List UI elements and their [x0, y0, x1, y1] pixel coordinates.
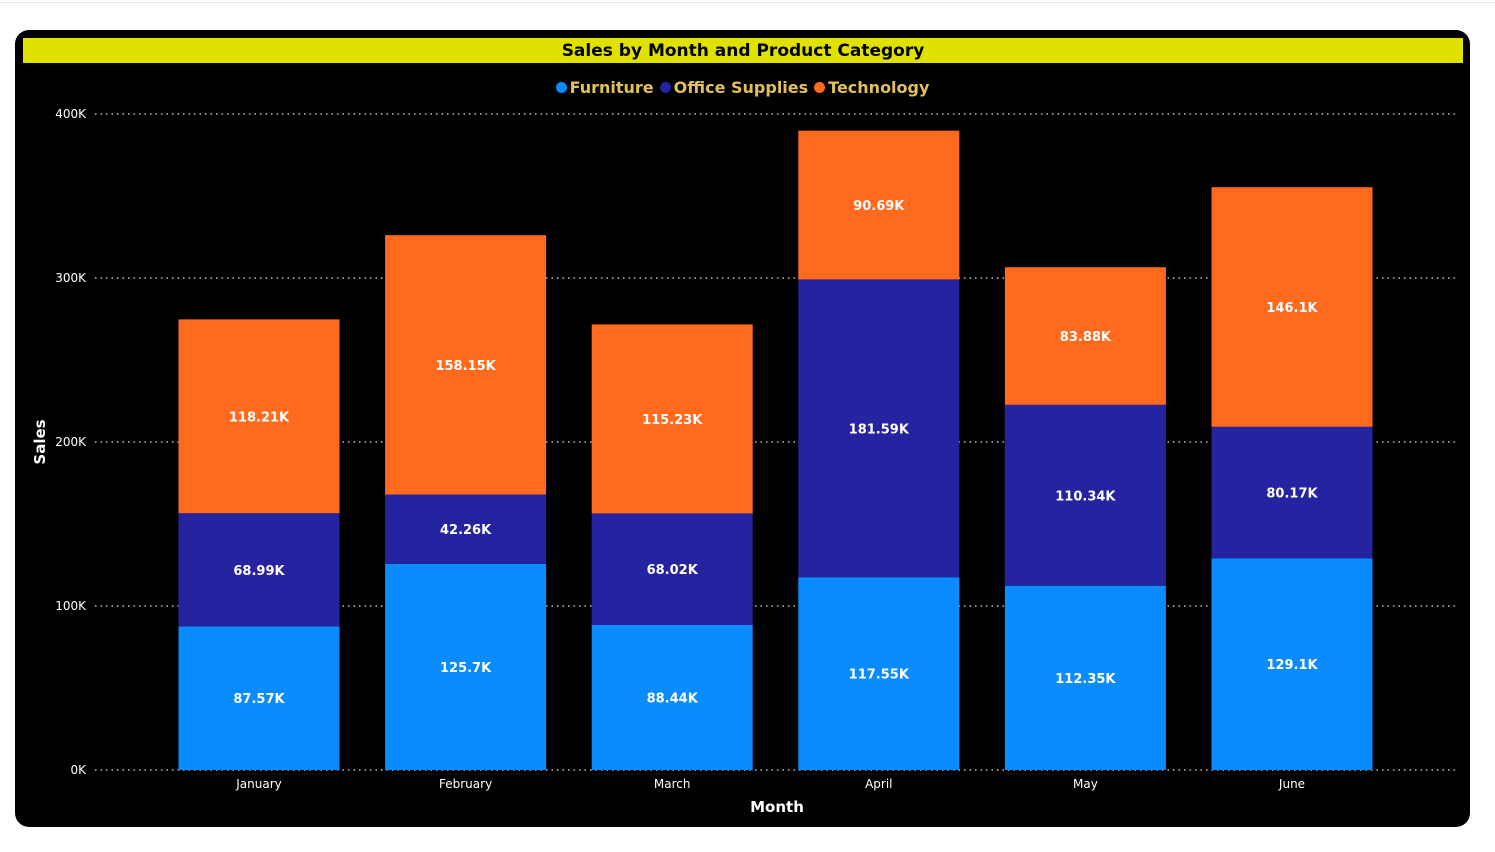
y-tick-100k: 100K	[55, 599, 87, 613]
data-label-april-technology: 90.69K	[853, 199, 905, 214]
data-label-march-technology: 115.23K	[642, 413, 703, 428]
y-axis-ticks: 0K 100K 200K 300K 400K	[55, 107, 87, 777]
y-axis-label: Sales	[31, 419, 49, 464]
legend-item-office-supplies[interactable]: Office Supplies	[659, 77, 809, 97]
data-label-june-technology: 146.1K	[1266, 301, 1318, 316]
x-tick-march: March	[654, 777, 691, 791]
bar-may-technology[interactable]	[1004, 267, 1166, 405]
bar-april-technology[interactable]	[798, 130, 960, 280]
chart-legend: Furniture Office Supplies Technology	[15, 75, 1470, 99]
legend-label-technology: Technology	[828, 77, 930, 97]
x-axis-label: Month	[750, 798, 804, 816]
bar-january-technology[interactable]	[178, 319, 340, 514]
bar-february-furniture[interactable]	[385, 563, 547, 770]
data-label-february-furniture: 125.7K	[440, 661, 492, 676]
x-axis-ticks: January February March April May June	[235, 777, 1305, 791]
bar-april-furniture[interactable]	[798, 577, 960, 770]
legend-dot-technology	[814, 81, 826, 93]
data-label-may-furniture: 112.35K	[1055, 672, 1116, 687]
top-divider	[0, 2, 1495, 3]
bar-june-office-supplies[interactable]	[1211, 426, 1373, 559]
bar-march-office-supplies[interactable]	[591, 513, 753, 625]
bar-february-office-supplies[interactable]	[385, 494, 547, 564]
bar-june-furniture[interactable]	[1211, 558, 1373, 770]
data-label-february-office-supplies: 42.26K	[440, 523, 492, 538]
data-label-may-technology: 83.88K	[1060, 330, 1112, 345]
y-tick-0k: 0K	[70, 763, 87, 777]
bar-june-technology[interactable]	[1211, 187, 1373, 427]
y-tick-200k: 200K	[55, 435, 87, 449]
data-label-june-office-supplies: 80.17K	[1266, 487, 1318, 502]
legend-dot-furniture	[555, 81, 567, 93]
data-label-april-furniture: 117.55K	[849, 668, 910, 683]
data-label-january-furniture: 87.57K	[233, 692, 285, 707]
data-label-march-office-supplies: 68.02K	[647, 563, 699, 578]
chart-card: Sales by Month and Product Category Furn…	[15, 30, 1470, 827]
data-label-january-technology: 118.21K	[229, 410, 290, 425]
chart-title: Sales by Month and Product Category	[23, 38, 1463, 63]
legend-item-furniture[interactable]: Furniture	[555, 77, 654, 97]
bar-march-technology[interactable]	[591, 324, 753, 514]
x-tick-april: April	[865, 777, 892, 791]
x-tick-june: June	[1278, 777, 1305, 791]
x-tick-may: May	[1073, 777, 1098, 791]
data-label-january-office-supplies: 68.99K	[233, 564, 285, 579]
legend-item-technology[interactable]: Technology	[814, 78, 929, 97]
bars: 87.57K 68.99K 118.21K 125.7K 42.26K 158.15K 88…	[178, 130, 1373, 770]
bar-may-furniture[interactable]	[1004, 585, 1166, 770]
bar-april-office-supplies[interactable]	[798, 279, 960, 578]
legend-dot-office-supplies	[659, 81, 671, 93]
bar-january-furniture[interactable]	[178, 626, 340, 770]
bar-may-office-supplies[interactable]	[1004, 404, 1166, 586]
bar-february-technology[interactable]	[385, 235, 547, 495]
y-tick-300k: 300K	[55, 271, 87, 285]
data-label-june-furniture: 129.1K	[1266, 658, 1318, 673]
legend-label-furniture: Furniture	[569, 77, 654, 97]
data-label-february-technology: 158.15K	[435, 359, 496, 374]
data-label-may-office-supplies: 110.34K	[1055, 489, 1116, 504]
chart-plot: 0K 100K 200K 300K 400K 87.57K 68.99K 118.21K 12…	[31, 107, 1455, 816]
data-label-march-furniture: 88.44K	[647, 691, 699, 706]
data-label-april-office-supplies: 181.59K	[849, 422, 910, 437]
legend-label-office-supplies: Office Supplies	[673, 77, 809, 97]
x-tick-january: January	[235, 777, 282, 791]
y-tick-400k: 400K	[55, 107, 87, 121]
x-tick-february: February	[439, 777, 492, 791]
bar-january-office-supplies[interactable]	[178, 513, 340, 627]
bar-march-furniture[interactable]	[591, 624, 753, 770]
